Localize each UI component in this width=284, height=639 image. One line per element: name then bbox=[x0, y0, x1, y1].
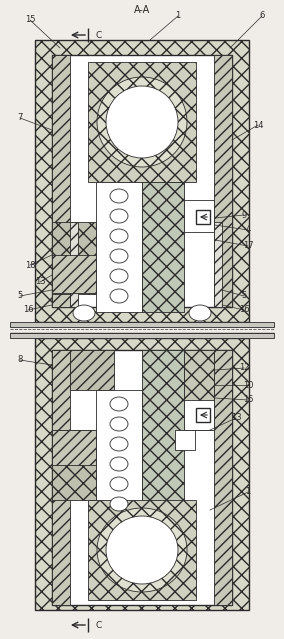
Ellipse shape bbox=[110, 457, 128, 471]
Bar bbox=[52, 350, 232, 605]
Ellipse shape bbox=[189, 305, 211, 321]
Ellipse shape bbox=[106, 516, 178, 584]
Ellipse shape bbox=[110, 397, 128, 411]
Text: 9: 9 bbox=[241, 210, 247, 220]
Bar bbox=[10, 322, 274, 327]
Bar bbox=[88, 62, 196, 182]
Text: 5: 5 bbox=[17, 291, 23, 300]
Text: 15: 15 bbox=[243, 396, 253, 404]
Ellipse shape bbox=[110, 249, 128, 263]
Bar bbox=[184, 350, 214, 430]
Text: 15: 15 bbox=[25, 15, 35, 24]
Text: 10: 10 bbox=[243, 380, 253, 390]
Bar bbox=[196, 210, 210, 224]
Bar bbox=[142, 182, 184, 312]
Bar bbox=[184, 200, 214, 232]
Bar bbox=[96, 390, 142, 545]
Text: 1: 1 bbox=[176, 12, 181, 20]
Bar bbox=[214, 350, 232, 605]
Ellipse shape bbox=[110, 417, 128, 431]
Text: 12: 12 bbox=[239, 364, 249, 373]
Text: 13: 13 bbox=[231, 413, 241, 422]
Bar bbox=[88, 500, 196, 600]
Bar bbox=[52, 55, 70, 307]
Text: 1: 1 bbox=[245, 488, 250, 497]
Text: 18: 18 bbox=[25, 261, 35, 270]
Bar bbox=[214, 55, 232, 307]
Ellipse shape bbox=[110, 209, 128, 223]
Ellipse shape bbox=[110, 437, 128, 451]
Ellipse shape bbox=[110, 477, 128, 491]
Bar bbox=[70, 350, 114, 390]
Bar bbox=[196, 408, 210, 422]
Text: 8: 8 bbox=[17, 355, 23, 364]
Bar bbox=[184, 400, 214, 430]
Bar bbox=[52, 430, 96, 465]
Ellipse shape bbox=[110, 497, 128, 511]
Text: 6: 6 bbox=[259, 12, 265, 20]
Bar bbox=[142, 350, 184, 515]
Ellipse shape bbox=[73, 305, 95, 321]
Ellipse shape bbox=[110, 517, 128, 531]
Bar bbox=[52, 55, 232, 307]
Bar bbox=[170, 350, 214, 390]
Text: 16: 16 bbox=[239, 305, 249, 314]
Text: 14: 14 bbox=[253, 121, 263, 130]
Text: 13: 13 bbox=[35, 277, 45, 286]
Ellipse shape bbox=[97, 508, 187, 592]
Text: 4: 4 bbox=[245, 226, 250, 235]
Ellipse shape bbox=[110, 269, 128, 283]
Ellipse shape bbox=[97, 77, 187, 167]
Text: 5: 5 bbox=[241, 291, 247, 300]
Bar bbox=[52, 255, 96, 293]
Bar bbox=[214, 222, 222, 307]
Bar bbox=[35, 40, 249, 322]
Text: C: C bbox=[96, 620, 102, 629]
Bar bbox=[52, 350, 70, 605]
Text: C: C bbox=[96, 31, 102, 40]
Bar bbox=[52, 222, 96, 294]
Bar bbox=[35, 338, 249, 610]
Bar bbox=[52, 430, 96, 500]
Text: 17: 17 bbox=[243, 242, 253, 250]
Bar bbox=[70, 222, 78, 307]
Ellipse shape bbox=[110, 189, 128, 203]
Text: 7: 7 bbox=[17, 114, 23, 123]
Text: A-A: A-A bbox=[134, 5, 150, 15]
Bar bbox=[175, 430, 195, 450]
Ellipse shape bbox=[110, 229, 128, 243]
Bar bbox=[10, 333, 274, 338]
Text: 16: 16 bbox=[23, 305, 33, 314]
Bar bbox=[96, 182, 142, 312]
Ellipse shape bbox=[110, 289, 128, 303]
Ellipse shape bbox=[106, 86, 178, 158]
